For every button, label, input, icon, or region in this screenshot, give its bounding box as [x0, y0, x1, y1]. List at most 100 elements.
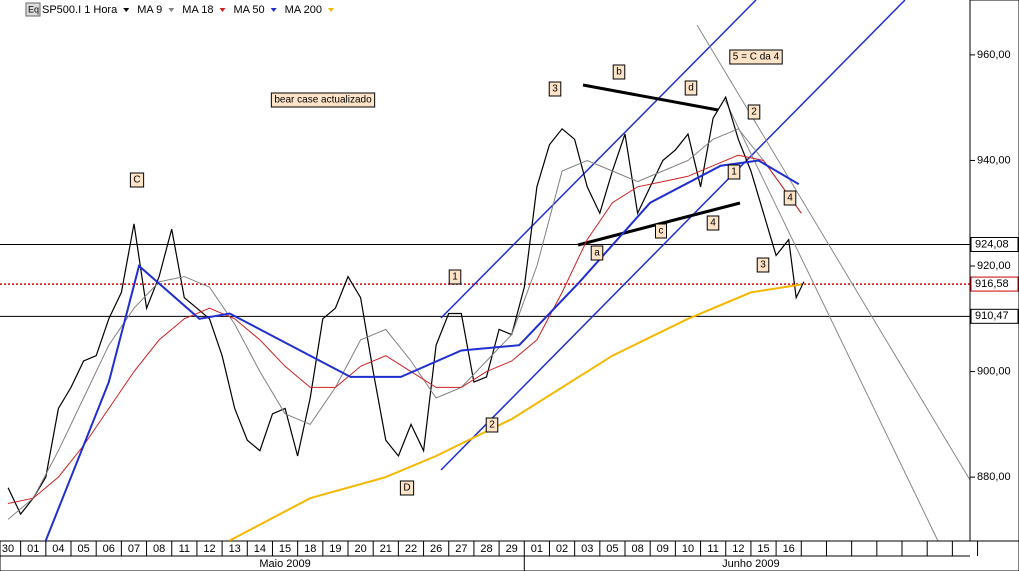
annotation: a [594, 248, 600, 259]
annotation: 1 [452, 272, 458, 283]
x-tick-label: 18 [304, 543, 316, 555]
x-tick-label: 30 [2, 543, 14, 555]
y-tick-label: 960,00 [977, 49, 1011, 61]
header: Eq SP500.I 1 Hora MA 9 MA 18 MA 50 MA 200 [0, 0, 340, 18]
trend-line [696, 24, 971, 481]
annotation: D [403, 483, 410, 494]
series-line [7, 128, 802, 520]
annotation: 4 [710, 218, 716, 229]
series-line [44, 159, 800, 541]
channel-line [440, 0, 906, 471]
legend-entry: MA 50 [233, 4, 264, 16]
legend-arrow [219, 8, 226, 12]
level-label-box [970, 308, 1019, 324]
icon-label: Eq [28, 4, 39, 14]
x-tick-label: 12 [732, 543, 744, 555]
annotation: 2 [751, 107, 757, 118]
annotation: bear case actualizado [274, 95, 372, 106]
month-label: Junho 2009 [722, 558, 780, 570]
x-tick-label: 03 [581, 543, 593, 555]
x-tick-label: 02 [556, 543, 568, 555]
x-tick-label: 14 [254, 543, 266, 555]
x-tick-label: 09 [657, 543, 669, 555]
annotation-box [548, 81, 562, 97]
x-tick-label: 26 [430, 543, 442, 555]
x-tick-label: 01 [531, 543, 543, 555]
annotation: 5 = C da 4 [733, 52, 780, 63]
level-label: 924,08 [975, 238, 1009, 250]
y-tick-label: 900,00 [977, 365, 1011, 377]
legend-entry: MA 200 [285, 4, 322, 16]
x-tick-label: 20 [354, 543, 366, 555]
x-tick-label: 08 [631, 543, 643, 555]
x-tick-label: 08 [153, 543, 165, 555]
annotation-box [655, 223, 667, 239]
annotation: 4 [787, 193, 793, 204]
x-tick-label: 13 [229, 543, 241, 555]
series-line [7, 95, 805, 516]
annotation: C [133, 175, 140, 186]
legend-entry: MA 18 [182, 4, 213, 16]
x-tick-label: 05 [77, 543, 89, 555]
y-tick-label: 940,00 [977, 154, 1011, 166]
x-tick-label: 04 [52, 543, 64, 555]
triangle-line [582, 83, 719, 112]
annotation-box [612, 64, 626, 80]
annotation-box [485, 417, 499, 433]
x-tick-label: 19 [329, 543, 341, 555]
annotation: 3 [552, 84, 558, 95]
level-label: 910,47 [975, 310, 1009, 322]
annotation: c [659, 226, 664, 237]
annotation-box [729, 49, 783, 65]
x-tick-label: 15 [279, 543, 291, 555]
annotation-box [727, 164, 741, 180]
legend-arrow [168, 8, 175, 12]
x-tick-label: 05 [606, 543, 618, 555]
y-tick-label: 920,00 [977, 260, 1011, 272]
icon [25, 2, 41, 17]
channel-line [440, 0, 757, 319]
x-tick-label: 27 [455, 543, 467, 555]
annotation: d [688, 83, 694, 94]
level-label: 916,58 [975, 278, 1009, 290]
level-label-box [970, 236, 1019, 252]
annotation-box [684, 80, 698, 96]
annotation-box [590, 245, 604, 261]
x-tick-label: 11 [179, 543, 190, 555]
annotation-box [783, 190, 797, 206]
annotation-box [270, 92, 376, 108]
series-line [229, 283, 802, 542]
x-tick-label: 12 [203, 543, 215, 555]
level-label-box [970, 276, 1019, 292]
x-tick-label: 10 [682, 543, 694, 555]
annotation: b [616, 67, 622, 78]
legend-arrow [270, 8, 277, 12]
legend-arrow [327, 8, 334, 12]
x-tick-label: 22 [405, 543, 417, 555]
x-tick-label: 28 [480, 543, 492, 555]
annotation-box [706, 215, 720, 231]
x-tick-label: 21 [380, 543, 392, 555]
x-tick-label: 07 [128, 543, 140, 555]
x-tick-label: 06 [103, 543, 115, 555]
month-label: Maio 2009 [259, 558, 310, 570]
annotation: 3 [760, 260, 766, 271]
annotation: 2 [489, 420, 495, 431]
legend-entry: SP500.I 1 Hora [42, 4, 118, 16]
x-tick-label: 15 [757, 543, 769, 555]
legend-entry: MA 9 [137, 4, 162, 16]
annotation-box [399, 480, 415, 496]
series-line [7, 154, 802, 504]
annotation-box [747, 104, 761, 120]
y-tick-label: 880,00 [977, 471, 1011, 483]
annotation-box [129, 172, 145, 188]
annotation-box [756, 257, 770, 273]
annotation: 1 [731, 167, 737, 178]
legend-arrow [123, 8, 130, 12]
x-tick-label: 29 [506, 543, 518, 555]
x-tick-label: 16 [783, 543, 795, 555]
trend-line [724, 99, 939, 542]
x-tick-label: 11 [707, 543, 718, 555]
